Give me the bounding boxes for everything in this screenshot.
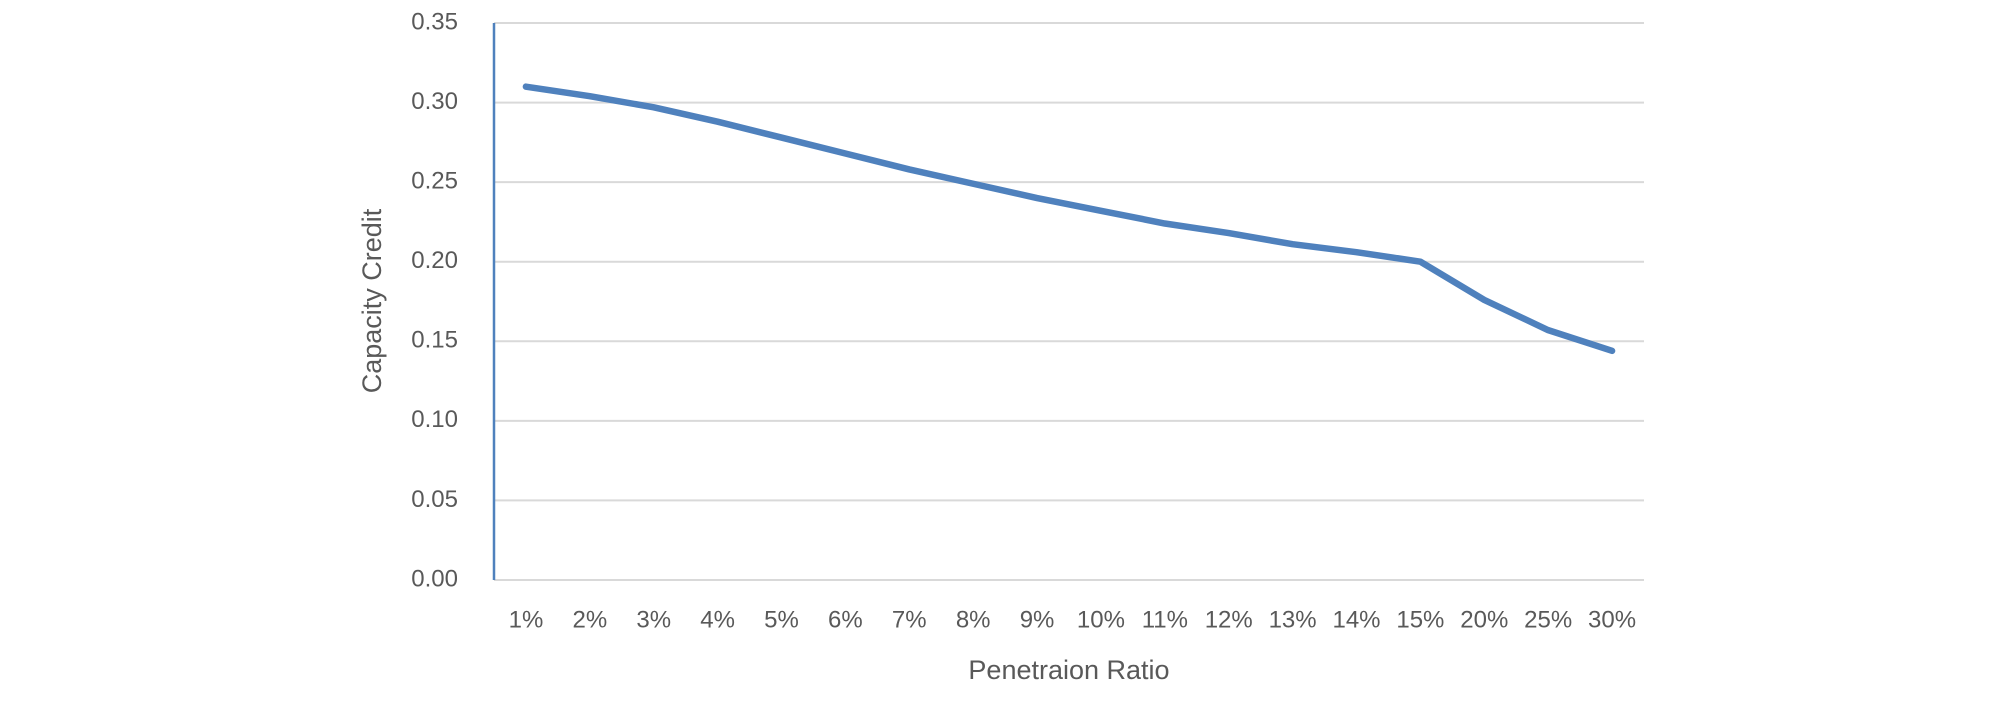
x-tick-label: 20% bbox=[1460, 606, 1508, 633]
x-tick-label: 7% bbox=[892, 606, 927, 633]
x-axis-title: Penetraion Ratio bbox=[968, 655, 1169, 685]
y-tick-label: 0.35 bbox=[411, 8, 458, 35]
x-tick-label: 10% bbox=[1077, 606, 1125, 633]
x-tick-label: 15% bbox=[1396, 606, 1444, 633]
y-tick-label: 0.20 bbox=[411, 247, 458, 274]
y-tick-label: 0.00 bbox=[411, 565, 458, 592]
x-tick-label: 3% bbox=[636, 606, 671, 633]
x-tick-label: 2% bbox=[572, 606, 607, 633]
y-tick-label: 0.30 bbox=[411, 88, 458, 115]
data-line bbox=[522, 83, 1616, 355]
y-tick-label: 0.05 bbox=[411, 486, 458, 513]
x-tick-label: 14% bbox=[1332, 606, 1380, 633]
x-tick-label: 4% bbox=[700, 606, 735, 633]
y-axis-title: Capacity Credit bbox=[357, 208, 387, 393]
x-tick-label: 8% bbox=[956, 606, 991, 633]
x-tick-label: 1% bbox=[509, 606, 544, 633]
y-tick-label: 0.15 bbox=[411, 327, 458, 354]
x-tick-label: 11% bbox=[1142, 606, 1188, 633]
y-tick-label: 0.10 bbox=[411, 406, 458, 433]
x-tick-label: 30% bbox=[1588, 606, 1636, 633]
x-tick-label: 13% bbox=[1269, 606, 1317, 633]
x-tick-label: 6% bbox=[828, 606, 863, 633]
x-tick-label: 12% bbox=[1205, 606, 1253, 633]
x-tick-label: 25% bbox=[1524, 606, 1572, 633]
y-tick-label: 0.25 bbox=[411, 167, 458, 194]
x-tick-label: 5% bbox=[764, 606, 799, 633]
x-tick-label: 9% bbox=[1020, 606, 1055, 633]
